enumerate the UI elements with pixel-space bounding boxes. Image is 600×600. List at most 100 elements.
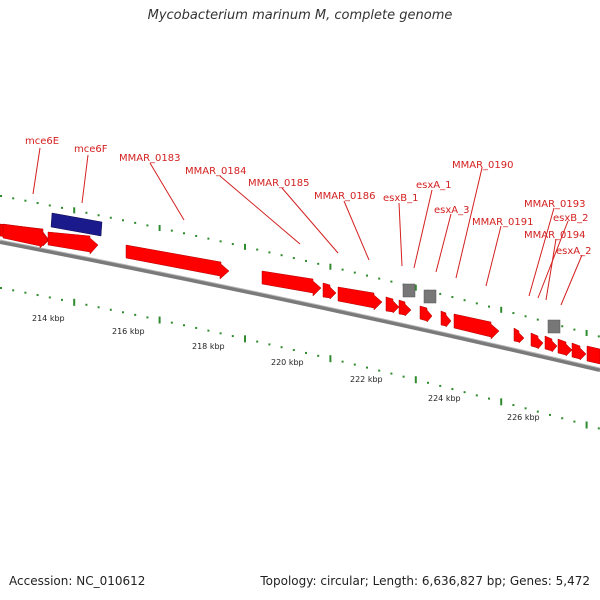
- rna-feature[interactable]: [402, 283, 416, 298]
- gene-feature[interactable]: [125, 244, 230, 280]
- gene-label-mmar-0191[interactable]: MMAR_0191: [472, 217, 534, 228]
- scale-dot: [463, 391, 466, 394]
- gene-label-esxb-1[interactable]: esxB_1: [383, 193, 419, 204]
- gene-label-mmar-0190[interactable]: MMAR_0190: [452, 160, 514, 171]
- gene-feature[interactable]: [571, 342, 587, 361]
- gene-label-mmar-0193[interactable]: MMAR_0193: [524, 199, 586, 210]
- scale-tick: [585, 421, 588, 429]
- scale-dot: [268, 251, 271, 254]
- gene-label-esxa-2[interactable]: esxA_2: [556, 246, 591, 257]
- scale-dot: [85, 211, 88, 214]
- scale-dot: [341, 268, 344, 271]
- scale-dot: [195, 326, 198, 329]
- gene-label-mmar-0183[interactable]: MMAR_0183: [119, 153, 181, 164]
- scale-dot: [305, 351, 307, 354]
- scale-dot: [427, 381, 429, 384]
- gene-label-mmar-0186[interactable]: MMAR_0186: [314, 191, 376, 202]
- scale-dot: [195, 234, 198, 237]
- gene-label-mmar-0194[interactable]: MMAR_0194: [524, 230, 586, 241]
- scale-dot: [0, 195, 2, 197]
- gene-feature[interactable]: [453, 313, 500, 340]
- scale-label-224: 224 kbp: [428, 394, 461, 403]
- scale-dot: [488, 305, 490, 308]
- scale-dot: [134, 221, 137, 224]
- gene-feature[interactable]: [530, 332, 544, 350]
- rna-feature[interactable]: [423, 289, 437, 304]
- scale-tick: [329, 263, 332, 270]
- scale-dot: [0, 287, 2, 289]
- scale-dot: [48, 204, 51, 207]
- scale-dot: [573, 420, 576, 423]
- gene-label-mmar-0184[interactable]: MMAR_0184: [185, 166, 247, 177]
- gene-label-esxa-3[interactable]: esxA_3: [434, 205, 469, 216]
- scale-tick: [158, 316, 161, 324]
- scale-dot: [353, 363, 356, 366]
- scale-label-218: 218 kbp: [192, 342, 225, 351]
- scale-dot: [36, 202, 39, 205]
- gene-feature[interactable]: [322, 282, 337, 300]
- scale-labels: 214 kbp 216 kbp 218 kbp 220 kbp 222 kbp …: [32, 314, 540, 422]
- scale-tick: [73, 207, 76, 214]
- gene-feature[interactable]: [586, 345, 600, 365]
- scale-dot: [61, 298, 63, 301]
- scale-dot: [256, 248, 259, 251]
- scale-dot: [61, 206, 63, 209]
- scale-dot: [597, 335, 600, 338]
- scale-label-226: 226 kbp: [507, 413, 540, 422]
- scale-dot: [439, 384, 442, 387]
- scale-dot: [439, 292, 442, 295]
- scale-dot: [146, 224, 149, 227]
- gene-feature[interactable]: [337, 286, 383, 311]
- gene-label-mce6e[interactable]: mce6E: [25, 136, 59, 147]
- scale-tick: [73, 298, 76, 306]
- scale-dot: [256, 340, 259, 343]
- gene-label-mmar-0185[interactable]: MMAR_0185: [248, 178, 310, 189]
- scale-tick: [585, 329, 588, 336]
- scale-dot: [317, 262, 320, 265]
- scale-dot: [219, 332, 222, 335]
- scale-tick: [500, 398, 503, 406]
- gene-feature[interactable]: [261, 270, 322, 297]
- gene-feature[interactable]: [385, 296, 400, 314]
- gene-feature[interactable]: [440, 310, 452, 328]
- genome-backbone: [0, 240, 600, 372]
- gene-feature[interactable]: [398, 299, 412, 317]
- scale-dot: [475, 302, 478, 305]
- label-leaders: [32, 147, 583, 306]
- scale-dot: [268, 343, 271, 346]
- gene-label-esxb-2[interactable]: esxB_2: [553, 213, 589, 224]
- scale-tick: [500, 306, 503, 313]
- scale-dot: [109, 308, 112, 311]
- scale-dot: [536, 318, 539, 321]
- scale-dot: [463, 299, 466, 302]
- genome-backbone-highlight: [0, 239, 600, 369]
- gene-feature[interactable]: [557, 338, 573, 357]
- gene-feature[interactable]: [47, 231, 99, 255]
- gene-labels: mce6E mce6F MMAR_0183 MMAR_0184 MMAR_018…: [25, 136, 591, 257]
- gene-label-mce6f[interactable]: mce6F: [74, 144, 108, 155]
- scale-dot: [134, 313, 137, 316]
- gene-feature[interactable]: [2, 223, 49, 249]
- scale-dot: [561, 417, 564, 420]
- gene-feature[interactable]: [513, 327, 525, 344]
- gene-feature[interactable]: [419, 305, 433, 323]
- gene-feature[interactable]: [544, 335, 558, 353]
- scale-dot: [170, 229, 173, 232]
- scale-dot: [292, 349, 295, 352]
- gene-label-esxa-1[interactable]: esxA_1: [416, 180, 451, 191]
- scale-tick: [329, 355, 332, 363]
- scale-dot: [12, 289, 15, 292]
- scale-tick: [244, 243, 246, 250]
- scale-dot: [280, 346, 283, 349]
- rna-feature[interactable]: [547, 319, 561, 334]
- scale-dot: [183, 232, 185, 235]
- scale-dot: [231, 243, 234, 246]
- scale-dot: [451, 296, 454, 299]
- scale-dot: [317, 354, 320, 357]
- accession-label: Accession: NC_010612: [9, 574, 146, 588]
- scale-dot: [24, 291, 27, 294]
- gene-feature-selected[interactable]: [50, 212, 103, 237]
- scale-dot: [366, 274, 368, 277]
- scale-tick: [158, 225, 161, 232]
